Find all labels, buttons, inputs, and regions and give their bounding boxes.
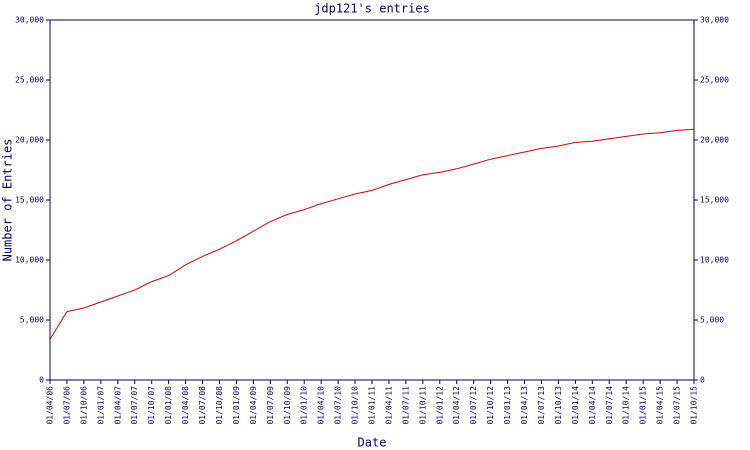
y-tick-label: 5,000 — [20, 316, 44, 325]
x-tick-label: 01/10/12 — [486, 386, 495, 425]
x-tick-label: 01/10/07 — [147, 386, 156, 425]
x-tick-label: 01/10/06 — [79, 386, 88, 425]
x-tick-label: 01/01/11 — [368, 386, 377, 425]
y-tick-label: 30,000 — [15, 16, 44, 25]
x-tick-label: 01/10/13 — [554, 386, 563, 425]
x-tick-label: 01/07/15 — [673, 386, 682, 425]
y2-tick-label: 0 — [700, 376, 705, 385]
x-tick-label: 01/01/13 — [503, 386, 512, 425]
y2-tick-label: 5,000 — [700, 316, 724, 325]
x-tick-label: 01/01/07 — [96, 386, 105, 425]
x-tick-label: 01/07/08 — [198, 386, 207, 425]
x-tick-label: 01/07/09 — [266, 386, 275, 425]
x-axis-label: Date — [358, 436, 387, 450]
x-tick-label: 01/01/12 — [435, 386, 444, 425]
y2-tick-label: 25,000 — [700, 76, 729, 85]
x-tick-label: 01/10/15 — [690, 386, 699, 425]
x-tick-label: 01/04/13 — [520, 386, 529, 425]
x-tick-label: 01/10/14 — [622, 386, 631, 425]
x-tick-label: 01/04/10 — [317, 386, 326, 425]
x-tick-label: 01/01/10 — [300, 386, 309, 425]
x-tick-label: 01/07/06 — [62, 386, 71, 425]
x-tick-label: 01/01/15 — [639, 386, 648, 425]
x-tick-label: 01/04/09 — [249, 386, 258, 425]
x-tick-label: 01/04/08 — [181, 386, 190, 425]
x-tick-label: 01/04/14 — [588, 386, 597, 425]
x-tick-label: 01/07/14 — [605, 386, 614, 425]
y-tick-label: 25,000 — [15, 76, 44, 85]
x-tick-label: 01/07/10 — [334, 386, 343, 425]
x-tick-label: 01/01/09 — [232, 386, 241, 425]
y-tick-label: 10,000 — [15, 256, 44, 265]
data-line — [49, 128, 695, 340]
x-tick-label: 01/10/10 — [351, 386, 360, 425]
x-tick-label: 01/07/11 — [401, 386, 410, 425]
x-tick-label: 01/04/06 — [46, 386, 55, 425]
x-tick-label: 01/07/13 — [537, 386, 546, 425]
y-tick-label: 15,000 — [15, 196, 44, 205]
y-tick-label: 20,000 — [15, 136, 44, 145]
y-axis-label: Number of Entries — [1, 139, 15, 262]
chart-title: jdp121's entries — [314, 2, 430, 16]
y-tick-label: 0 — [39, 376, 44, 385]
x-tick-label: 01/10/09 — [283, 386, 292, 425]
x-tick-label: 01/10/08 — [215, 386, 224, 425]
x-tick-label: 01/07/07 — [130, 386, 139, 425]
y2-tick-label: 30,000 — [700, 16, 729, 25]
x-tick-label: 01/01/08 — [164, 386, 173, 425]
x-tick-label: 01/10/11 — [418, 386, 427, 425]
x-tick-label: 01/04/15 — [656, 386, 665, 425]
x-tick-label: 01/01/14 — [571, 386, 580, 425]
x-tick-label: 01/04/11 — [384, 386, 393, 425]
y2-tick-label: 10,000 — [700, 256, 729, 265]
y2-tick-label: 20,000 — [700, 136, 729, 145]
x-tick-label: 01/04/07 — [113, 386, 122, 425]
x-tick-label: 01/04/12 — [452, 386, 461, 425]
x-tick-label: 01/07/12 — [469, 386, 478, 425]
y2-tick-label: 15,000 — [700, 196, 729, 205]
